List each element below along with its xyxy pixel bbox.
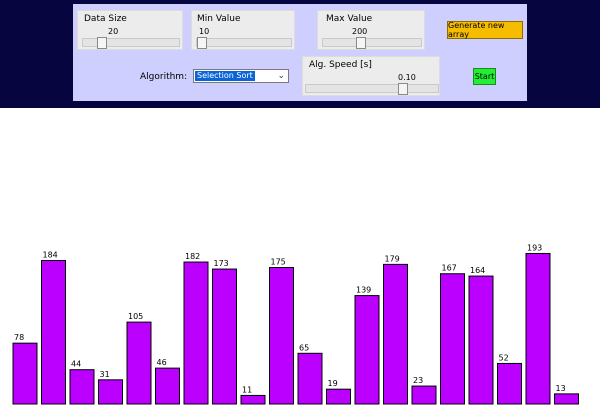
min-value-label: Min Value [197,14,241,24]
bar-value-label: 65 [299,343,309,352]
data-size-group: Data Size 20 [77,10,183,50]
bar [240,394,266,405]
max-value-slider-thumb[interactable] [356,37,367,49]
bar [12,342,38,405]
bar-value-label: 167 [442,264,457,273]
max-value-group: Max Value 200 [317,10,425,50]
bar [554,393,579,405]
bar-value-label: 46 [157,358,167,367]
bar-value-label: 105 [128,312,143,321]
bar [354,295,380,405]
bar [440,273,465,405]
min-value-value: 10 [199,27,210,36]
bar-value-label: 164 [470,266,485,275]
min-value-slider[interactable] [196,37,292,49]
data-size-slider-thumb[interactable] [96,37,107,49]
data-size-slider[interactable] [82,37,180,49]
min-value-slider-thumb[interactable] [197,37,207,49]
data-size-value: 20 [108,27,119,36]
chevron-down-icon: ⌄ [277,71,285,81]
speed-slider[interactable] [305,83,439,95]
algorithm-label: Algorithm: [140,72,188,82]
bar-value-label: 193 [527,243,542,252]
bar-value-label: 173 [214,259,229,268]
bar-value-label: 52 [499,353,509,362]
generate-array-button[interactable]: Generate new array [447,21,523,39]
algorithm-select[interactable]: Selection Sort ⌄ [193,69,289,83]
min-value-group: Min Value 10 [191,10,295,50]
bar [525,252,551,405]
max-value-label: Max Value [326,14,373,24]
bar [411,385,437,405]
bar [326,388,351,405]
bar-value-label: 44 [71,360,81,369]
bar-value-label: 139 [356,286,371,295]
speed-value: 0.10 [398,73,416,82]
bar-value-label: 13 [556,384,566,393]
bar [126,321,152,405]
control-panel: Data Size 20 Min Value 10 Max Value 200 … [73,4,527,101]
bar-value-label: 78 [14,333,24,342]
bar [41,259,66,405]
bar [468,275,494,405]
bar-value-label: 184 [43,250,58,259]
bar [98,379,123,405]
bar-value-label: 11 [242,385,252,394]
max-value-value: 200 [352,27,368,36]
max-value-slider[interactable] [322,37,422,49]
speed-slider-thumb[interactable] [397,83,408,95]
bar-chart: 78 184 44 31 105 46 182 173 11 175 65 19 139 179 23 167… [12,243,579,405]
bar [269,267,294,405]
bar [383,263,408,405]
bar-value-label: 23 [413,376,423,385]
algorithm-selected-value: Selection Sort [195,71,255,81]
bar-value-label: 175 [271,258,286,267]
bar [497,362,522,405]
bar [212,268,237,405]
bar [69,369,95,405]
bar-value-label: 182 [185,252,200,261]
bar [155,367,180,405]
bar [183,261,209,405]
start-button[interactable]: Start [473,68,496,85]
bar-value-label: 19 [328,379,338,388]
bar [297,352,323,405]
bar-value-label: 179 [385,254,400,263]
speed-group: Alg. Speed [s] 0.10 [302,56,440,96]
bar-value-label: 31 [100,370,110,379]
data-size-label: Data Size [84,14,127,24]
speed-label: Alg. Speed [s] [309,60,372,70]
